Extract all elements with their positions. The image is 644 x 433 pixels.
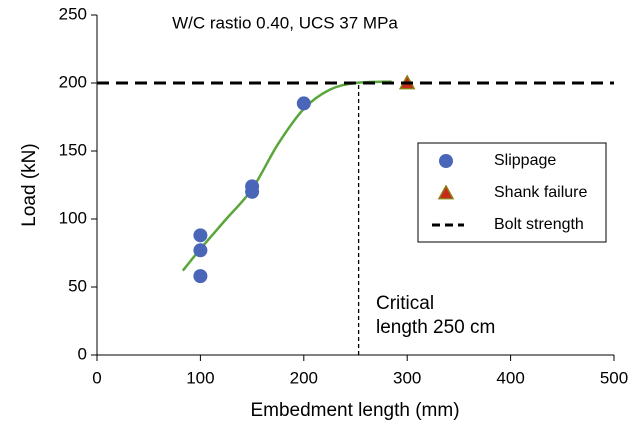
slippage-point <box>296 96 311 111</box>
y-tick-label: 0 <box>78 344 87 363</box>
legend-label: Shank failure <box>494 184 587 201</box>
y-tick-label: 100 <box>59 208 87 227</box>
chart-title: W/C rastio 0.40, UCS 37 MPa <box>172 13 398 32</box>
y-axis-label: Load (kN) <box>19 143 40 226</box>
slippage-point <box>193 243 208 258</box>
slippage-point <box>193 269 208 284</box>
x-tick-label: 400 <box>496 368 524 387</box>
slippage-point <box>193 228 208 243</box>
x-tick-label: 0 <box>92 368 101 387</box>
y-tick-label: 50 <box>68 276 87 295</box>
x-tick-label: 200 <box>290 368 318 387</box>
legend-marker <box>439 154 453 168</box>
x-axis-label: Embedment length (mm) <box>250 400 459 421</box>
annotation: length 250 cm <box>376 317 495 338</box>
annotation: Critical <box>376 293 434 314</box>
x-tick-label: 100 <box>186 368 214 387</box>
fit-curve <box>181 80 392 272</box>
x-tick-label: 500 <box>600 368 628 387</box>
legend-label: Slippage <box>494 152 556 169</box>
y-tick-label: 250 <box>59 4 87 23</box>
slippage-point <box>245 184 260 199</box>
legend-marker <box>437 184 455 200</box>
y-tick-label: 150 <box>59 140 87 159</box>
legend-label: Bolt strength <box>494 216 584 233</box>
y-tick-label: 200 <box>59 72 87 91</box>
x-tick-label: 300 <box>393 368 421 387</box>
